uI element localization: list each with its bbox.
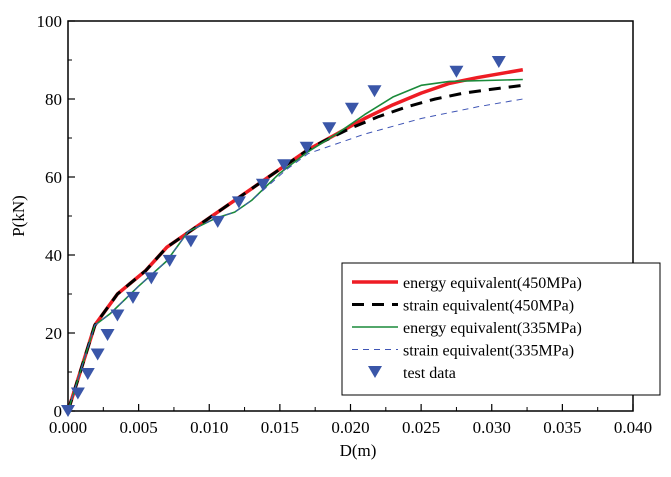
x-tick-label: 0.020	[331, 418, 369, 437]
x-tick-label: 0.035	[543, 418, 581, 437]
legend-label: strain equivalent(335MPa)	[403, 343, 574, 360]
y-tick-label: 80	[45, 90, 62, 109]
x-tick-label: 0.005	[120, 418, 158, 437]
legend	[341, 262, 661, 396]
x-tick-label: 0.010	[190, 418, 228, 437]
test-data-point	[61, 405, 75, 417]
test-data-point	[125, 291, 140, 304]
legend-label: energy equivalent(450MPa)	[403, 275, 582, 292]
test-data-point	[70, 387, 85, 400]
test-data-point	[255, 178, 270, 191]
test-data-point	[367, 85, 382, 98]
test-data-point	[491, 55, 506, 68]
test-data-point	[100, 328, 115, 341]
test-data-point	[299, 141, 314, 154]
series-line	[66, 83, 524, 412]
test-data-point	[80, 367, 95, 380]
legend-label: strain equivalent(450MPa)	[403, 298, 574, 315]
test-data-point	[210, 215, 225, 228]
x-tick-label: 0.040	[614, 418, 652, 437]
test-data-point	[231, 196, 246, 209]
y-axis-label: P(kN)	[9, 195, 28, 237]
series-line	[66, 68, 524, 412]
x-tick-label: 0.015	[261, 418, 299, 437]
test-data-point	[110, 309, 125, 322]
y-tick-label: 20	[45, 324, 62, 343]
x-axis-label: D(m)	[340, 441, 377, 460]
test-data-point	[162, 254, 177, 267]
y-tick-label: 60	[45, 168, 62, 187]
test-data-point	[322, 122, 337, 135]
legend-marker	[368, 366, 382, 378]
test-data-point	[277, 159, 292, 172]
test-data-point	[344, 102, 359, 115]
y-tick-label: 100	[37, 12, 63, 31]
test-data-point	[183, 235, 198, 248]
legend-label: test data	[403, 365, 456, 382]
test-data-point	[144, 272, 159, 285]
x-tick-label: 0.000	[49, 418, 87, 437]
test-data-point	[90, 348, 105, 361]
y-tick-label: 40	[45, 246, 62, 265]
y-tick-label: 0	[54, 402, 63, 421]
legend-label: energy equivalent(335MPa)	[403, 320, 582, 337]
x-tick-label: 0.030	[473, 418, 511, 437]
test-data-point	[449, 65, 464, 78]
x-tick-label: 0.025	[402, 418, 440, 437]
